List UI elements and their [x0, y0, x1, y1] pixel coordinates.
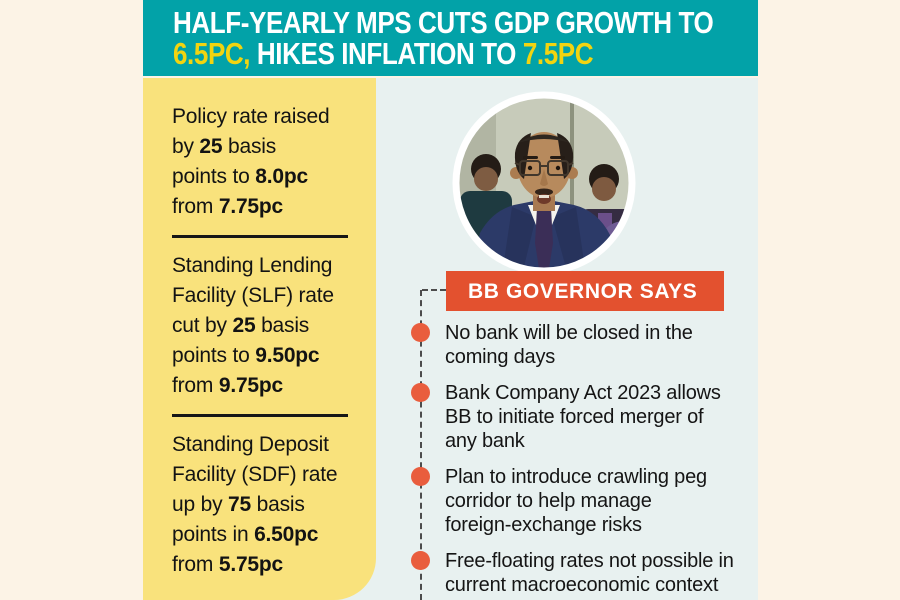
quote-item-2: Bank Company Act 2023 allows BB to initia…	[411, 381, 759, 453]
headline-line-2: 6.5PC, HIKES INFLATION TO 7.5PC	[173, 38, 713, 69]
quote-item-1: No bank will be closed in the coming days	[411, 321, 759, 369]
quote-text: Plan to introduce crawling peg corridor t…	[445, 466, 707, 536]
headline-text: HALF-YEARLY MPS CUTS GDP GROWTH TO 6.5PC,…	[173, 5, 714, 69]
governor-quotes-list: No bank will be closed in the coming days…	[411, 321, 759, 600]
headline-highlight: 6.5PC,	[173, 36, 251, 71]
headline-segment: HIKES INFLATION TO	[250, 36, 523, 71]
rate-card-divider	[172, 414, 348, 417]
dashed-connector-vertical	[420, 290, 422, 600]
rate-card-3: Standing Deposit Facility (SDF) rate up by…	[172, 433, 338, 576]
policy-rates-panel: Policy rate raised by 25 basis points to 8…	[143, 78, 376, 600]
governor-says-label: BB GOVERNOR SAYS	[468, 280, 698, 303]
headline-segment: HALF-YEARLY MPS CUTS GDP GROWTH TO	[173, 5, 714, 40]
quote-text: Free-floating rates not possible in curre…	[445, 550, 734, 596]
rate-card-1: Policy rate raised by 25 basis points to 8…	[172, 105, 330, 218]
bullet-dot-icon	[411, 551, 430, 570]
dashed-connector-horizontal	[422, 289, 446, 291]
rate-card-2: Standing Lending Facility (SLF) rate cut b…	[172, 254, 334, 397]
bullet-dot-icon	[411, 383, 430, 402]
rate-card-divider	[172, 235, 348, 238]
quote-text: No bank will be closed in the coming days	[445, 322, 693, 368]
governor-says-banner: BB GOVERNOR SAYS	[446, 271, 724, 311]
quote-item-3: Plan to introduce crawling peg corridor t…	[411, 465, 759, 537]
headline-banner: HALF-YEARLY MPS CUTS GDP GROWTH TO 6.5PC,…	[143, 0, 758, 76]
headline-line-1: HALF-YEARLY MPS CUTS GDP GROWTH TO	[173, 5, 714, 40]
governor-photo	[452, 91, 636, 275]
bullet-dot-icon	[411, 467, 430, 486]
headline-highlight: 7.5PC	[522, 36, 594, 71]
quote-text: Bank Company Act 2023 allows BB to initia…	[445, 382, 721, 452]
bullet-dot-icon	[411, 323, 430, 342]
governor-photo-illustration	[452, 91, 636, 275]
quote-item-4: Free-floating rates not possible in curre…	[411, 549, 759, 597]
